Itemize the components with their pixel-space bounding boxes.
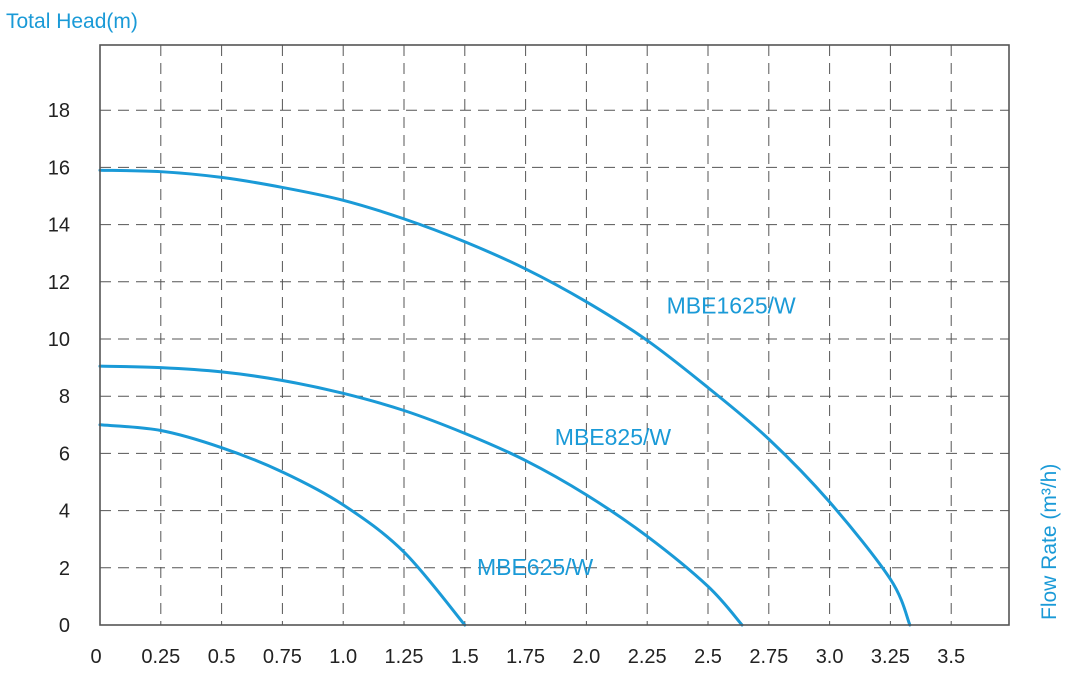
x-tick-label: 2.0 [572,646,600,668]
series-labels: MBE1625/W MBE825/W MBE625/W [477,292,796,580]
x-tick-label: 1.25 [385,646,424,668]
y-axis-title: Total Head(m) [6,10,138,33]
x-tick-label: 1.75 [506,646,545,668]
x-tick-label: 1.0 [329,646,357,668]
series-label-mbe625-w: MBE625/W [477,554,594,580]
y-tick-label: 8 [59,386,70,408]
x-tick-label: 3.5 [937,646,965,668]
x-axis-title: Flow Rate (m³/h) [1038,464,1061,620]
series-curves [98,168,912,627]
x-tick-labels: 0 0.25 0.5 0.75 1.0 1.25 1.5 1.75 2.0 2.25 2.5 2.75… [90,646,965,668]
x-tick-label: 0.75 [263,646,302,668]
x-tick-label: 3.0 [816,646,844,668]
y-tick-label: 0 [59,615,70,637]
x-tick-label: 2.5 [694,646,722,668]
x-tick-label: 0.25 [141,646,180,668]
x-tick-label: 3.25 [871,646,910,668]
series-label-mbe825-w: MBE825/W [555,424,672,450]
x-tick-label: 2.25 [628,646,667,668]
series-line-mbe625-w [98,423,467,627]
plot-frame [99,44,1010,626]
y-tick-label: 6 [59,443,70,465]
y-tick-label: 4 [59,501,70,523]
y-tick-label: 12 [48,272,70,294]
x-tick-label: 0.5 [208,646,236,668]
y-tick-labels: 0 2 4 6 8 10 12 14 16 18 [48,100,70,637]
x-tick-label: 0 [90,646,101,668]
y-tick-label: 14 [48,215,70,237]
x-tick-label: 1.5 [451,646,479,668]
series-line-mbe825-w [98,364,744,627]
x-tick-label: 2.75 [749,646,788,668]
grid-lines [100,45,1009,625]
y-tick-label: 16 [48,157,70,179]
series-label-mbe1625-w: MBE1625/W [667,292,796,318]
y-tick-label: 2 [59,558,70,580]
y-tick-label: 18 [48,100,70,122]
y-tick-label: 10 [48,329,70,351]
series-line-mbe1625-w [98,168,912,627]
